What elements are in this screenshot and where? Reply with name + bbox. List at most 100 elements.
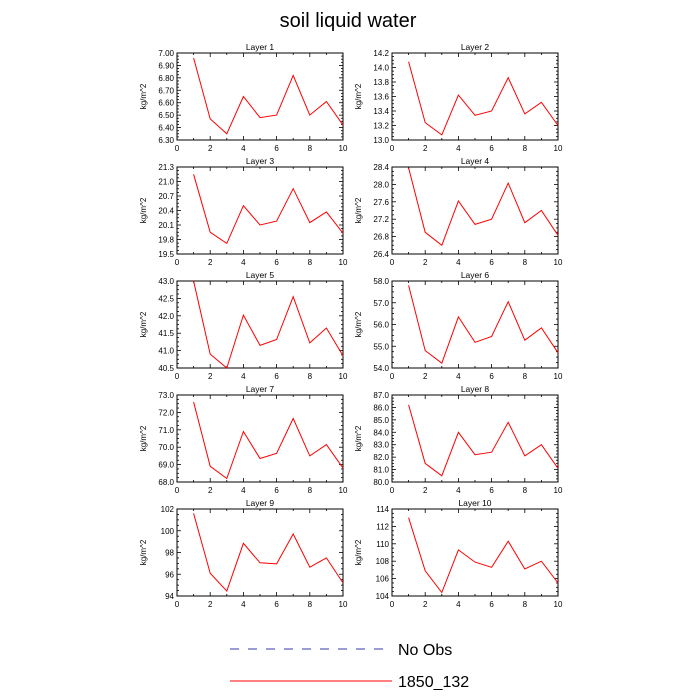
y-tick-label: 102	[161, 505, 175, 514]
x-tick-label: 8	[523, 372, 528, 381]
x-tick-label: 4	[241, 258, 246, 267]
y-tick-label: 106	[376, 575, 390, 584]
panel-frame	[176, 394, 344, 483]
x-tick-label: 8	[523, 144, 528, 153]
y-tick-label: 26.4	[373, 250, 389, 259]
y-tick-label: 6.60	[158, 99, 174, 108]
y-tick-label: 13.6	[373, 93, 389, 102]
y-tick-label: 42.5	[158, 294, 174, 303]
y-tick-label: 20.7	[158, 192, 174, 201]
y-tick-label: 80.0	[373, 478, 389, 487]
y-tick-label: 28.4	[373, 163, 389, 172]
x-tick-label: 4	[456, 486, 461, 495]
x-tick-label: 6	[489, 600, 494, 609]
x-tick-label: 8	[308, 372, 313, 381]
panel-layer-4: Layer 4 26.4 26.8 27.2 27.6 28.0 28.4 0 2 4 6 8 10 kg…	[354, 156, 563, 267]
panel-frame	[391, 508, 559, 597]
x-tick-label: 2	[208, 258, 213, 267]
y-axis-label: kg/m^2	[354, 83, 363, 109]
x-tick-label: 0	[390, 258, 395, 267]
panel-title: Layer 1	[246, 42, 275, 52]
x-tick-label: 2	[423, 372, 428, 381]
x-tick-label: 2	[208, 600, 213, 609]
panel-layer-9: Layer 9 94 96 98 100 102 0 2 4 6 8 10 kg/m^2	[139, 498, 348, 609]
y-tick-label: 70.0	[158, 443, 174, 452]
x-tick-label: 6	[489, 258, 494, 267]
x-tick-label: 0	[390, 372, 395, 381]
y-tick-label: 41.0	[158, 347, 174, 356]
x-tick-label: 6	[274, 600, 279, 609]
x-tick-label: 10	[554, 144, 563, 153]
y-axis-label: kg/m^2	[139, 311, 148, 337]
y-tick-label: 81.0	[373, 466, 389, 475]
panel-layer-7: Layer 7 68.0 69.0 70.0 71.0 72.0 73.0 0 2 4 6 8 10 kg…	[139, 384, 348, 495]
panel-frame	[176, 52, 344, 141]
x-tick-label: 8	[523, 258, 528, 267]
x-tick-label: 4	[456, 372, 461, 381]
y-tick-label: 108	[376, 557, 390, 566]
y-tick-label: 112	[376, 522, 389, 531]
x-tick-label: 0	[175, 486, 180, 495]
y-tick-label: 6.80	[158, 74, 174, 83]
panel-title: Layer 10	[458, 498, 491, 508]
legend-label-1: No Obs	[398, 642, 452, 659]
panel-title: Layer 9	[246, 498, 275, 508]
y-tick-label: 57.0	[373, 299, 389, 308]
x-tick-label: 8	[308, 600, 313, 609]
y-tick-label: 56.0	[373, 321, 389, 330]
x-tick-label: 0	[390, 486, 395, 495]
y-tick-label: 85.0	[373, 416, 389, 425]
y-tick-label: 87.0	[373, 391, 389, 400]
y-tick-label: 6.70	[158, 86, 174, 95]
y-tick-label: 73.0	[158, 391, 174, 400]
y-axis-label: kg/m^2	[354, 539, 363, 565]
y-tick-label: 13.8	[373, 78, 389, 87]
series-line-1850_132	[193, 513, 344, 593]
series-line-1850_132	[193, 401, 344, 480]
y-axis-label: kg/m^2	[354, 197, 363, 223]
y-tick-label: 83.0	[373, 441, 389, 450]
y-tick-label: 55.0	[373, 342, 389, 351]
x-tick-label: 0	[390, 600, 395, 609]
y-tick-label: 26.8	[373, 233, 389, 242]
y-tick-label: 21.3	[158, 163, 174, 172]
x-tick-label: 10	[554, 600, 563, 609]
y-tick-label: 84.0	[373, 428, 389, 437]
y-tick-label: 14.2	[373, 49, 389, 58]
x-tick-label: 0	[175, 258, 180, 267]
y-tick-label: 86.0	[373, 403, 389, 412]
series-line-1850_132	[408, 167, 559, 247]
panel-layer-10: Layer 10 104 106 108 110 112 114 0 2 4 6 8 10 kg/m^2	[354, 498, 563, 609]
x-tick-label: 0	[390, 144, 395, 153]
x-tick-label: 6	[274, 486, 279, 495]
x-tick-label: 8	[523, 600, 528, 609]
x-tick-label: 10	[339, 258, 348, 267]
series-line-1850_132	[408, 285, 559, 365]
y-tick-label: 114	[376, 505, 389, 514]
panel-frame	[176, 166, 344, 255]
x-tick-label: 10	[339, 486, 348, 495]
panel-layer-6: Layer 6 54.0 55.0 56.0 57.0 58.0 0 2 4 6 8 10 kg/m^2	[354, 270, 563, 381]
x-tick-label: 8	[523, 486, 528, 495]
panel-layer-1: Layer 1 6.30 6.40 6.50 6.60 6.70 6.80 6.90 7.00 0…	[139, 42, 348, 153]
y-tick-label: 28.0	[373, 180, 389, 189]
y-tick-label: 94	[165, 592, 174, 601]
x-tick-label: 8	[308, 486, 313, 495]
y-tick-label: 6.40	[158, 124, 174, 133]
x-tick-label: 6	[489, 144, 494, 153]
y-tick-label: 19.8	[158, 236, 174, 245]
y-tick-label: 68.0	[158, 478, 174, 487]
y-axis-label: kg/m^2	[354, 311, 363, 337]
panel-frame	[176, 280, 344, 369]
x-tick-label: 4	[241, 486, 246, 495]
y-tick-label: 20.4	[158, 207, 174, 216]
y-tick-label: 13.2	[373, 122, 389, 131]
panel-title: Layer 2	[461, 42, 490, 52]
x-tick-label: 4	[456, 144, 461, 153]
x-tick-label: 6	[274, 144, 279, 153]
x-tick-label: 8	[308, 144, 313, 153]
x-tick-label: 4	[241, 372, 246, 381]
panel-layer-3: Layer 3 19.5 19.8 20.1 20.4 20.7 21.0 21.3 0 2 4 6 8…	[139, 156, 348, 267]
y-axis-label: kg/m^2	[139, 425, 148, 451]
x-tick-label: 6	[274, 258, 279, 267]
